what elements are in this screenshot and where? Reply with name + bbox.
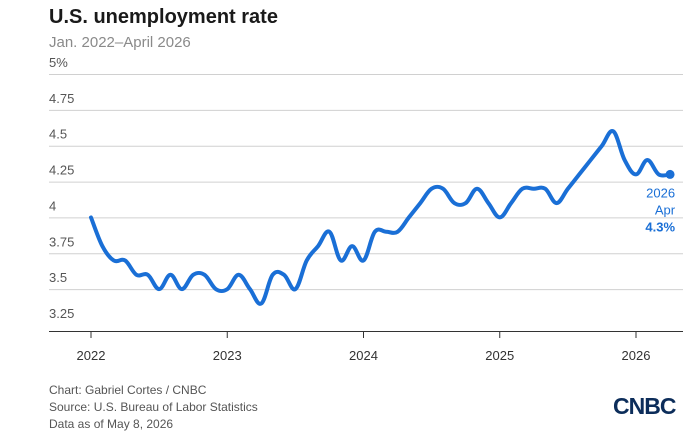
x-tick-label: 2022 (77, 348, 106, 363)
end-annotation: 2026 Apr 4.3% (645, 169, 676, 234)
y-tick-label: 4 (49, 198, 56, 213)
y-axis-tick-labels: 3.25 3.5 3.75 4 4.25 4.5 4.75 5% (49, 55, 74, 321)
unemployment-rate-line (89, 129, 673, 306)
data-date: Data as of May 8, 2026 (49, 417, 174, 431)
annotation-month: Apr (655, 202, 676, 217)
y-tick-label: 3.75 (49, 234, 74, 249)
x-tick-label: 2023 (213, 348, 242, 363)
chart-source: Source: U.S. Bureau of Labor Statistics (49, 400, 258, 414)
chart-credit: Chart: Gabriel Cortes / CNBC (49, 383, 207, 397)
annotation-value: 4.3% (645, 219, 675, 234)
end-point-marker (665, 169, 675, 179)
chart-title: U.S. unemployment rate (49, 6, 278, 28)
annotation-year: 2026 (646, 185, 675, 200)
x-axis: 2022 2023 2024 2025 2026 (49, 331, 683, 363)
cnbc-logo: CNBC (613, 393, 677, 419)
y-tick-label: 3.25 (49, 306, 74, 321)
y-tick-label: 3.5 (49, 270, 67, 285)
svg-text:CNBC: CNBC (613, 393, 676, 419)
series-line-group (89, 129, 673, 306)
y-tick-label: 5% (49, 55, 68, 70)
y-tick-label: 4.75 (49, 91, 74, 106)
y-tick-label: 4.5 (49, 127, 67, 142)
chart-subtitle: Jan. 2022–April 2026 (49, 34, 191, 51)
x-tick-label: 2024 (349, 348, 378, 363)
x-tick-label: 2025 (485, 348, 514, 363)
gridlines (49, 74, 683, 291)
x-tick-label: 2026 (622, 348, 651, 363)
y-tick-label: 4.25 (49, 163, 74, 178)
